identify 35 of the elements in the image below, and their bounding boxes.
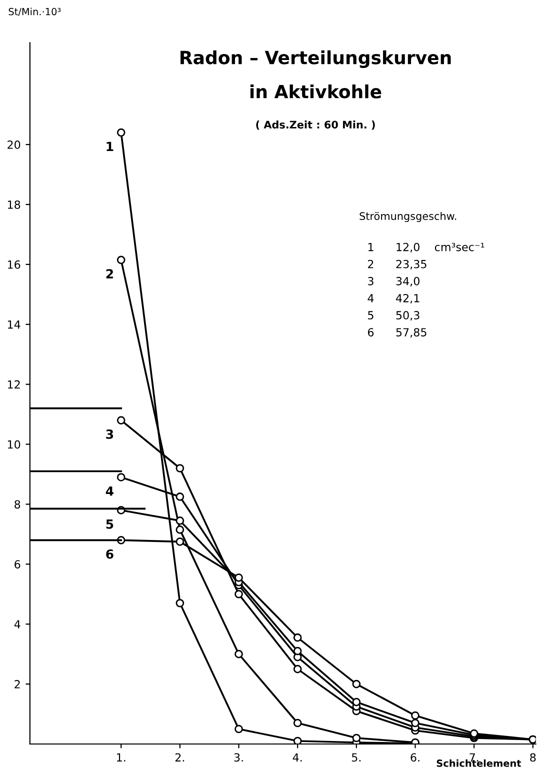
- series-label: 6: [106, 549, 114, 559]
- annotation: 2 23,35: [368, 260, 426, 270]
- y-tick-label: 20: [8, 140, 20, 149]
- legend-title: Strömungsgeschw.: [360, 212, 456, 222]
- annotation: 3 34,0: [368, 276, 420, 286]
- annotation: 6 57,85: [368, 328, 426, 338]
- x-tick-label: 6.: [410, 753, 420, 762]
- series-label: 3: [106, 429, 114, 439]
- y-tick-label: 6: [14, 560, 20, 569]
- x-tick-label: 1.: [117, 753, 126, 762]
- y-tick-label: 8: [14, 500, 20, 509]
- x-tick-label: 7.: [470, 753, 478, 762]
- x-tick-label: 3.: [234, 753, 243, 762]
- annotation: 5 50,3: [368, 311, 420, 321]
- series-label: 4: [106, 486, 114, 496]
- x-tick-label: 2.: [175, 753, 184, 762]
- x-tick-label: 8: [530, 753, 536, 762]
- y-tick-label: 4: [14, 620, 20, 628]
- y-axis-title: St/Min.·10³: [8, 8, 61, 16]
- y-tick-label: 16: [8, 260, 20, 269]
- series-label: 1: [106, 142, 114, 151]
- annotation: 4 42,1: [368, 294, 420, 304]
- y-tick-label: 10: [8, 440, 20, 449]
- y-tick-label: 12: [8, 380, 20, 389]
- x-tick-label: 5.: [352, 753, 361, 762]
- text: ( Ads.Zeit : 60 Min. ): [256, 120, 375, 130]
- series-label: 5: [106, 520, 114, 529]
- x-axis-title: Schichtelement: [436, 759, 522, 767]
- y-tick-label: 2: [14, 680, 20, 688]
- x-tick-label: 4.: [292, 753, 302, 762]
- series-label: 2: [106, 269, 113, 278]
- text: Radon – Verteilungskurven in Aktivkohle: [180, 50, 451, 98]
- y-tick-label: 14: [8, 320, 20, 329]
- annotation: 1 12,0 cm³sec⁻¹: [368, 242, 484, 252]
- y-tick-label: 18: [8, 200, 20, 209]
